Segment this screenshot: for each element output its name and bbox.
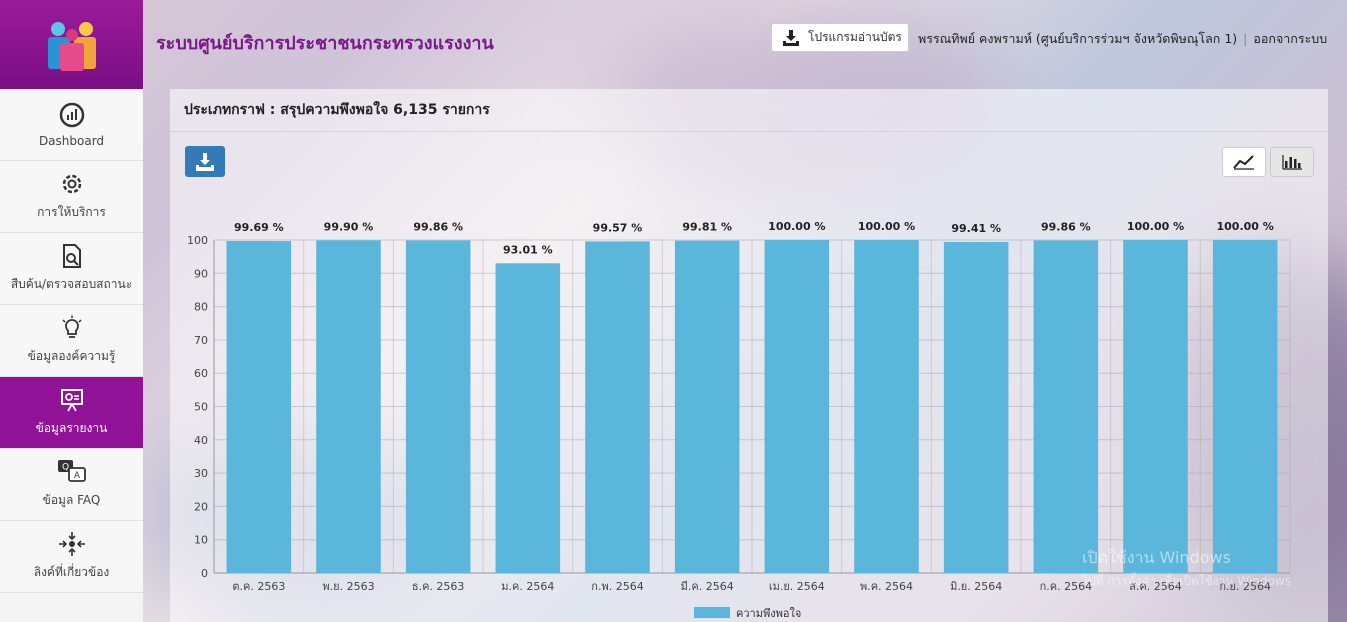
sidebar-item-label: การให้บริการ xyxy=(37,205,106,219)
panel-title: ประเภทกราฟ : สรุปความพึงพอใจ 6,135 รายกา… xyxy=(184,102,490,118)
bar xyxy=(585,241,650,574)
report-panel: ประเภทกราฟ : สรุปความพึงพอใจ 6,135 รายกา… xyxy=(170,89,1328,622)
sidebar-item-label: ลิงค์ที่เกี่ยวข้อง xyxy=(33,565,110,579)
bar xyxy=(674,240,740,574)
bar xyxy=(1123,240,1188,573)
sidebar-item-faq[interactable]: Q A ข้อมูล FAQ xyxy=(0,449,143,521)
download-icon xyxy=(196,152,214,171)
y-tick-label: 100 xyxy=(187,234,208,247)
user-info: พรรณทิพย์ คงพรามห์ (ศูนย์บริการร่วมฯ จัง… xyxy=(918,31,1328,46)
svg-text:Q: Q xyxy=(61,463,68,473)
line-chart-icon xyxy=(1233,155,1254,170)
user-name: พรรณทิพย์ คงพรามห์ (ศูนย์บริการร่วมฯ จัง… xyxy=(918,31,1238,46)
bar xyxy=(405,240,471,574)
windows-activation-hint: ไปที่ การตั้งค่า เพื่อเปิดใช้งาน Windows xyxy=(1082,574,1291,588)
y-tick-label: 40 xyxy=(194,434,208,447)
lightbulb-icon xyxy=(61,315,82,338)
data-label: 99.90 % xyxy=(324,220,374,233)
data-label: 99.86 % xyxy=(1041,220,1091,233)
card-reader-label: โปรแกรมอ่านบัตร xyxy=(808,30,902,44)
export-button[interactable] xyxy=(185,146,225,177)
y-tick-label: 50 xyxy=(194,401,208,414)
x-tick-label: ส.ค. 2564 xyxy=(1129,580,1182,593)
y-tick-label: 90 xyxy=(194,267,208,280)
app-logo[interactable] xyxy=(0,0,143,89)
bar xyxy=(495,263,561,573)
data-label: 100.00 % xyxy=(1127,220,1184,233)
bar xyxy=(854,240,919,573)
bar xyxy=(226,241,292,574)
x-tick-label: ต.ค. 2563 xyxy=(232,580,285,593)
sidebar-item-label: ข้อมูลรายงาน xyxy=(35,421,108,435)
link-arrows-icon xyxy=(58,532,85,556)
y-tick-label: 60 xyxy=(194,367,208,380)
faq-icon: Q A xyxy=(57,460,86,482)
data-label: 100.00 % xyxy=(1217,220,1274,233)
bar xyxy=(764,240,830,573)
sidebar-item-related-links[interactable]: ลิงค์ที่เกี่ยวข้อง xyxy=(0,521,143,593)
x-tick-label: ก.พ. 2564 xyxy=(591,580,643,593)
x-tick-label: มิ.ย. 2564 xyxy=(950,580,1002,593)
panel-divider xyxy=(170,131,1328,132)
sidebar-item-reports[interactable]: ข้อมูลรายงาน xyxy=(0,377,143,449)
legend-label: ความพึงพอใจ xyxy=(736,607,801,620)
gear-icon xyxy=(62,174,81,194)
sidebar-item-dashboard[interactable]: Dashboard xyxy=(0,89,143,161)
satisfaction-bar-chart: 0 10 20 30 40 50 60 70 80 90 100 99.69 % ต.ค. 2563 99… xyxy=(187,220,1291,620)
sidebar-item-label: สืบค้น/ตรวจสอบสถานะ xyxy=(10,277,133,291)
data-label: 99.81 % xyxy=(682,221,732,234)
download-icon xyxy=(783,29,799,46)
x-tick-label: พ.ย. 2563 xyxy=(322,580,374,593)
document-search-icon xyxy=(62,244,81,268)
sidebar-item-label: Dashboard xyxy=(38,133,105,148)
y-tick-label: 80 xyxy=(194,301,208,314)
people-logo-icon xyxy=(47,21,96,71)
y-tick-label: 70 xyxy=(194,334,208,347)
svg-text:A: A xyxy=(73,471,80,481)
sidebar-item-knowledge[interactable]: ข้อมูลองค์ความรู้ xyxy=(0,305,143,377)
data-label: 100.00 % xyxy=(858,220,915,233)
x-tick-label: ก.ย. 2564 xyxy=(1219,580,1271,593)
x-tick-label: พ.ค. 2564 xyxy=(860,580,913,593)
data-label: 100.00 % xyxy=(768,220,825,233)
x-tick-label: ก.ค. 2564 xyxy=(1040,580,1093,593)
x-tick-label: เม.ย. 2564 xyxy=(769,580,825,593)
sidebar-item-services[interactable]: การให้บริการ xyxy=(0,161,143,233)
windows-activation-watermark: เปิดใช้งาน Windows xyxy=(1082,548,1231,567)
sidebar-item-search-status[interactable]: สืบค้น/ตรวจสอบสถานะ xyxy=(0,233,143,305)
x-tick-label: ม.ค. 2564 xyxy=(501,580,554,593)
data-label: 93.01 % xyxy=(503,243,553,256)
data-label: 99.57 % xyxy=(593,221,643,234)
line-chart-toggle[interactable] xyxy=(1222,147,1266,177)
bar-chart-icon xyxy=(1282,155,1302,170)
x-tick-label: ธ.ค. 2563 xyxy=(412,580,465,593)
logout-link[interactable]: ออกจากระบบ xyxy=(1253,31,1328,46)
x-tick-label: มี.ค. 2564 xyxy=(681,580,734,593)
sidebar-item-label: ข้อมูล FAQ xyxy=(42,493,101,507)
data-label: 99.41 % xyxy=(951,222,1001,235)
legend-swatch xyxy=(694,607,730,618)
sidebar: Dashboard การให้บริการ สืบค้น/ตรวจสอบสถา… xyxy=(0,89,143,622)
data-label: 99.86 % xyxy=(413,220,463,233)
y-tick-label: 20 xyxy=(194,500,208,513)
sidebar-item-label: ข้อมูลองค์ความรู้ xyxy=(27,349,116,363)
bar xyxy=(943,241,1009,573)
dashboard-icon xyxy=(59,102,84,127)
bar xyxy=(316,240,381,573)
presentation-icon xyxy=(60,389,83,412)
bar-chart-toggle[interactable] xyxy=(1270,147,1314,177)
bar xyxy=(1212,240,1278,573)
y-tick-label: 0 xyxy=(201,567,208,580)
data-label: 99.69 % xyxy=(234,221,284,234)
bar xyxy=(1033,240,1099,574)
card-reader-button[interactable]: โปรแกรมอ่านบัตร xyxy=(771,23,909,52)
top-bar: ระบบศูนย์บริการประชาชนกระทรวงแรงงาน โปรแ… xyxy=(0,0,1347,89)
y-tick-label: 10 xyxy=(194,534,208,547)
y-tick-label: 30 xyxy=(194,467,208,480)
app-title: ระบบศูนย์บริการประชาชนกระทรวงแรงงาน xyxy=(156,33,494,54)
